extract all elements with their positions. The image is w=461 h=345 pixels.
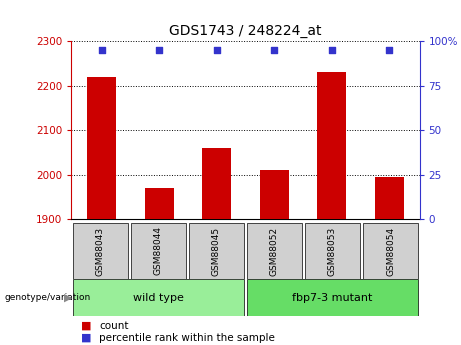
Text: GSM88053: GSM88053 (328, 226, 337, 276)
Text: GSM88044: GSM88044 (154, 226, 163, 276)
Text: GSM88043: GSM88043 (96, 226, 105, 276)
Text: GSM88052: GSM88052 (270, 226, 279, 276)
Bar (260, 170, 289, 219)
Point (213, 48, 220, 53)
Bar (363, 223, 418, 279)
Bar (247, 279, 418, 316)
Text: ▶: ▶ (64, 293, 72, 303)
Text: GSM88045: GSM88045 (212, 226, 221, 276)
Text: percentile rank within the sample: percentile rank within the sample (99, 333, 275, 343)
Bar (375, 177, 404, 219)
Point (271, 48, 278, 53)
Bar (317, 72, 346, 219)
Bar (131, 223, 186, 279)
Text: count: count (99, 321, 129, 331)
Bar (202, 148, 231, 219)
Point (98, 48, 106, 53)
Bar (145, 188, 174, 219)
Point (385, 48, 393, 53)
Bar (87, 77, 116, 219)
Text: ■: ■ (81, 321, 91, 331)
Point (155, 48, 163, 53)
Bar (73, 223, 128, 279)
Text: wild type: wild type (133, 293, 184, 303)
Bar (73, 279, 244, 316)
Text: genotype/variation: genotype/variation (5, 293, 91, 302)
Bar (189, 223, 244, 279)
Text: GSM88054: GSM88054 (386, 226, 395, 276)
Text: fbp7-3 mutant: fbp7-3 mutant (292, 293, 372, 303)
Point (328, 48, 336, 53)
Bar (305, 223, 360, 279)
Bar (247, 223, 302, 279)
Title: GDS1743 / 248224_at: GDS1743 / 248224_at (169, 23, 322, 38)
Text: ■: ■ (81, 333, 91, 343)
